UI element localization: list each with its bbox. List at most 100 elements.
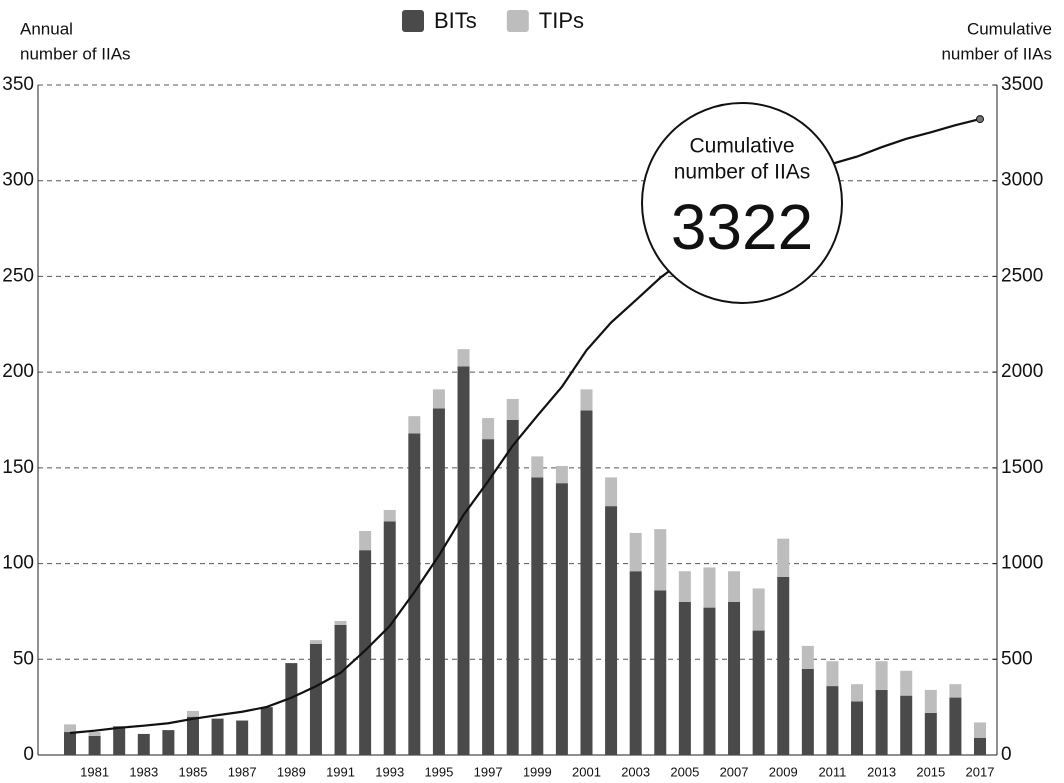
- bar: [851, 701, 864, 755]
- bar: [728, 571, 741, 602]
- x-tick-label: 1985: [179, 764, 208, 779]
- y-tick-label: 150: [2, 457, 34, 478]
- bar: [211, 718, 224, 755]
- bar: [482, 418, 495, 440]
- bar: [580, 389, 593, 411]
- bar: [309, 643, 322, 755]
- bar: [629, 532, 642, 572]
- y2-tick-label: 1500: [1001, 457, 1043, 478]
- legend-swatch: [506, 10, 529, 32]
- bar: [851, 684, 864, 702]
- bar: [629, 571, 642, 755]
- annotation-value: 3322: [671, 191, 813, 263]
- x-tick-label: 1989: [277, 764, 306, 779]
- cumulative-line: [69, 118, 981, 735]
- x-tick-label: 2007: [720, 764, 749, 779]
- x-tick-label: 2001: [572, 764, 601, 779]
- x-tick-label: 1999: [523, 764, 552, 779]
- legend-swatch: [402, 10, 424, 32]
- y2-tick-label: 2500: [1001, 265, 1043, 286]
- bar: [974, 722, 986, 738]
- line-end-marker: [976, 115, 984, 124]
- bar: [186, 716, 199, 755]
- bar: [64, 732, 76, 755]
- bar: [334, 624, 347, 755]
- x-tick-label: 2005: [670, 764, 699, 779]
- bar: [432, 408, 445, 755]
- bar: [309, 640, 322, 644]
- bar: [260, 707, 273, 755]
- bar: [728, 601, 741, 755]
- legend-label: TIPs: [539, 8, 584, 33]
- bar: [777, 576, 790, 755]
- x-tick-label: 1987: [228, 764, 257, 779]
- bar: [752, 588, 765, 631]
- y2-axis-title: Cumulative: [967, 19, 1052, 38]
- y-tick-label: 300: [2, 170, 34, 191]
- x-tick-label: 1993: [375, 764, 404, 779]
- y2-tick-label: 3000: [1001, 170, 1043, 191]
- bar: [531, 456, 544, 478]
- x-tick-label: 2017: [966, 764, 995, 779]
- bar: [408, 416, 421, 434]
- y-tick-label: 350: [2, 74, 34, 95]
- bar: [875, 661, 888, 690]
- bar: [654, 529, 667, 591]
- y-axis-title: Annual: [20, 19, 73, 38]
- bar: [703, 567, 716, 608]
- bar: [236, 720, 249, 755]
- bar: [752, 630, 765, 755]
- x-tick-label: 1981: [80, 764, 109, 779]
- bar: [383, 521, 396, 755]
- bar: [359, 550, 372, 755]
- x-tick-label: 2013: [867, 764, 896, 779]
- bar: [137, 733, 150, 755]
- bar: [924, 689, 937, 713]
- bar: [900, 695, 913, 755]
- x-tick-label: 2009: [769, 764, 798, 779]
- bar: [949, 697, 962, 755]
- bar: [580, 410, 593, 755]
- bar: [654, 590, 667, 755]
- y2-axis-title: number of IIAs: [941, 44, 1052, 63]
- y-tick-label: 50: [13, 648, 34, 669]
- bar: [482, 439, 495, 755]
- x-tick-label: 1983: [129, 764, 158, 779]
- bar: [88, 735, 101, 755]
- bar: [186, 710, 199, 717]
- bar: [605, 477, 618, 507]
- annotation-circle: [641, 102, 843, 304]
- bar: [162, 730, 175, 755]
- bar: [900, 670, 913, 696]
- y2-tick-label: 2000: [1001, 361, 1043, 382]
- bar: [359, 531, 372, 551]
- legend-label: BITs: [434, 8, 477, 33]
- bar: [801, 645, 814, 669]
- y2-tick-label: 0: [1001, 744, 1012, 765]
- x-tick-label: 2003: [621, 764, 650, 779]
- bar: [801, 668, 814, 755]
- bar: [383, 509, 396, 522]
- annotation-label: number of IIAs: [674, 161, 811, 184]
- x-tick-label: 2011: [818, 764, 846, 779]
- bar: [605, 506, 618, 755]
- x-tick-label: 1991: [326, 764, 355, 779]
- y-tick-label: 100: [2, 553, 34, 574]
- y-tick-label: 0: [23, 744, 34, 765]
- bar: [432, 389, 445, 409]
- bar: [113, 726, 126, 755]
- bar: [88, 732, 101, 736]
- bar: [408, 433, 421, 755]
- bar: [457, 366, 470, 755]
- bar: [826, 661, 839, 687]
- bar: [678, 601, 691, 755]
- y-tick-label: 250: [2, 265, 34, 286]
- bar: [949, 684, 962, 698]
- bar: [974, 737, 986, 755]
- y2-tick-label: 1000: [1001, 553, 1043, 574]
- y2-tick-label: 500: [1001, 648, 1033, 669]
- bar: [924, 712, 937, 755]
- x-tick-label: 2015: [916, 764, 945, 779]
- bar: [678, 571, 691, 602]
